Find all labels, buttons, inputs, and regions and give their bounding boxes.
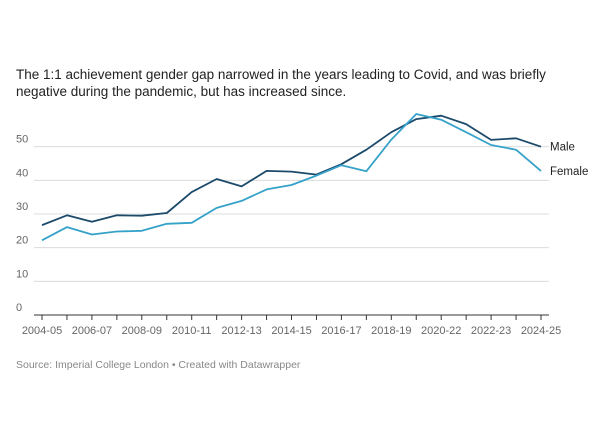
- y-axis: 0 10 20 30 40 50: [16, 134, 28, 314]
- x-tick-label: 2012-13: [221, 325, 261, 337]
- chart-title: The 1:1 achievement gender gap narrowed …: [16, 67, 546, 99]
- series-label-female: Female: [550, 166, 588, 178]
- series-line-female: [41, 113, 542, 242]
- y-tick-label: 50: [16, 134, 28, 146]
- x-axis: 2004-05 2006-07 2008-09 2010-11 2012-13 2014-…: [22, 315, 561, 337]
- x-tick-label: 2004-05: [22, 325, 62, 337]
- series-line-male: [41, 114, 542, 226]
- y-tick-label: 30: [16, 201, 28, 213]
- y-tick-label: 10: [16, 268, 28, 280]
- source-note: Source: Imperial College London • Create…: [16, 359, 301, 371]
- x-tick-label: 2010-11: [172, 325, 212, 337]
- x-tick-label: 2020-22: [421, 325, 461, 337]
- series-labels: Male Female: [550, 142, 588, 178]
- x-tick-label: 2006-07: [72, 325, 112, 337]
- series-label-male: Male: [550, 142, 575, 154]
- x-tick-label: 2018-19: [371, 325, 411, 337]
- y-tick-label: 0: [16, 302, 22, 314]
- series-lines: [41, 113, 542, 242]
- x-tick-label: 2022-23: [471, 325, 511, 337]
- x-tick-label: 2008-09: [122, 325, 162, 337]
- x-tick-label: 2014-15: [271, 325, 311, 337]
- y-tick-label: 40: [16, 167, 28, 179]
- x-tick-label: 2016-17: [321, 325, 361, 337]
- x-tick-label: 2024-25: [521, 325, 561, 337]
- y-tick-label: 20: [16, 235, 28, 247]
